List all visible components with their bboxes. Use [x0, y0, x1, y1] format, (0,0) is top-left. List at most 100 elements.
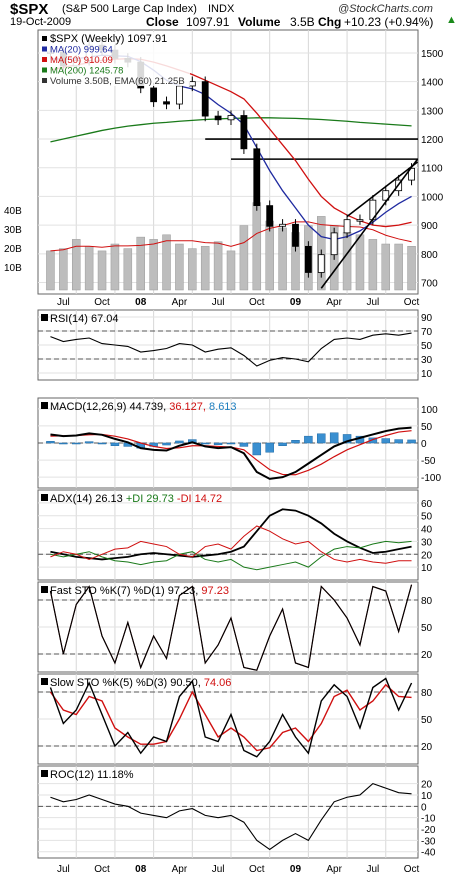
volume-bar — [355, 234, 365, 291]
y-tick-label: 20 — [421, 650, 433, 661]
x-axis-label-bottom: Jul — [366, 864, 379, 875]
x-axis-label-bottom: Oct — [249, 864, 265, 875]
macd-histogram-bar — [239, 442, 249, 447]
close-label: Close — [146, 15, 179, 29]
volume-bar — [342, 232, 352, 291]
chg-value: +10.23 (+0.94%) — [344, 15, 434, 29]
panel-legend-swatch — [41, 494, 48, 501]
panel-title-part: +DI 29.73 — [126, 493, 177, 505]
macd-histogram-bar — [71, 442, 81, 445]
y-tick-label: 40 — [421, 525, 433, 536]
legend-entry: MA(20) 999.64 — [50, 45, 113, 56]
macd-histogram-bar — [304, 435, 313, 444]
panel-legend-swatch — [41, 402, 48, 409]
exchange-label: INDX — [208, 3, 235, 15]
volume-ema-line — [50, 221, 412, 252]
y-tick-label: 1300 — [421, 106, 444, 117]
x-axis-label-bottom: 09 — [290, 864, 302, 875]
volume-bar — [213, 241, 223, 291]
macd-histogram-bar — [342, 434, 352, 444]
macd-histogram-bar — [46, 441, 55, 444]
volume-bar — [200, 246, 210, 291]
x-axis-label-bottom: Oct — [404, 864, 420, 875]
volume-tick-label: 40B — [4, 206, 22, 217]
candle-body — [304, 245, 312, 273]
legend-entry: MA(50) 910.09 — [50, 55, 113, 66]
volume-bar — [175, 243, 184, 291]
legend-swatch — [42, 67, 47, 73]
panel-legend-swatch — [41, 678, 48, 685]
panel-title-part: 36.127, — [169, 401, 209, 413]
y-tick-label: 1500 — [421, 49, 444, 60]
y-tick-label: 30 — [421, 355, 433, 366]
y-tick-label: -50 — [421, 456, 436, 467]
y-tick-label: 50 — [421, 623, 433, 634]
legend-swatch — [42, 46, 47, 52]
macd-histogram-bar — [110, 442, 120, 446]
volume-bar — [46, 250, 55, 291]
candle-body — [356, 219, 364, 222]
roc-panel — [37, 765, 419, 859]
macd-histogram-bar — [265, 442, 274, 453]
y-tick-label: 1200 — [421, 135, 444, 146]
y-tick-label: 0 — [421, 802, 427, 813]
macd-line — [50, 426, 412, 480]
y-tick-label: 50 — [421, 422, 433, 433]
stockcharts-watermark[interactable]: @StockCharts.com — [338, 3, 433, 15]
volume-bar — [188, 248, 197, 291]
candle-body — [382, 190, 390, 201]
panel-title: Slow STO %K(5) %D(3) 90.50, 74.06 — [50, 677, 231, 689]
macd-histogram-bar — [200, 442, 210, 445]
slow-sto-line — [49, 677, 413, 758]
candle-body — [240, 115, 248, 150]
volume-bar — [59, 248, 68, 291]
y-tick-label: 60 — [421, 499, 433, 510]
volume-bar — [239, 225, 249, 291]
x-axis-label: Oct — [94, 297, 110, 308]
macd-histogram-bar — [329, 432, 339, 444]
panel-title-part: MACD(12,26,9) — [50, 401, 129, 413]
panel-title-part: 97.23 — [201, 585, 229, 597]
volume-bar — [97, 250, 107, 291]
candle-body — [201, 81, 209, 117]
candle-body — [292, 223, 299, 247]
candle-body — [317, 254, 325, 273]
adx-series-line — [50, 508, 412, 561]
volume-tick-label: 10B — [4, 263, 22, 274]
x-axis-label: Apr — [172, 297, 188, 308]
macd-histogram-bar — [162, 442, 171, 446]
y-tick-label: 1100 — [421, 164, 443, 175]
panel-title-part: 8.613 — [209, 401, 237, 413]
y-tick-label: 20 — [421, 780, 433, 791]
macd-histogram-bar — [278, 442, 287, 446]
candle-body — [253, 148, 261, 207]
panel-title-part: 44.739, — [129, 401, 169, 413]
macd-histogram-bar — [381, 438, 391, 444]
legend-entry: Volume 3.50B, EMA(60) 21.25B — [50, 76, 185, 87]
adx-series-line — [50, 540, 412, 571]
macd-histogram-bar — [394, 439, 403, 444]
candle-body — [279, 223, 286, 227]
candle-body — [163, 101, 170, 105]
legend-swatch — [42, 36, 47, 41]
candle-body — [266, 205, 274, 227]
y-tick-label: 700 — [421, 279, 438, 290]
y-tick-label: 800 — [421, 250, 438, 261]
volume-label: Volume — [238, 15, 281, 29]
macd-histogram-bar — [213, 442, 223, 445]
y-tick-label: 20 — [421, 742, 433, 753]
volume-bar — [407, 246, 416, 291]
y-tick-label: 90 — [421, 313, 433, 324]
macd-histogram-bar — [175, 440, 184, 444]
volume-bar — [368, 239, 378, 291]
y-tick-label: 70 — [421, 327, 433, 338]
panel-title-part: Slow STO %K(5) %D(3) 90.50, — [50, 677, 204, 689]
x-axis-label-bottom: Oct — [94, 864, 110, 875]
panel-title-part: ROC(12) 11.18% — [50, 769, 134, 781]
legend-swatch — [42, 78, 47, 83]
candle-body — [188, 81, 196, 87]
y-tick-label: 100 — [421, 405, 438, 416]
y-tick-label: -20 — [421, 825, 436, 836]
